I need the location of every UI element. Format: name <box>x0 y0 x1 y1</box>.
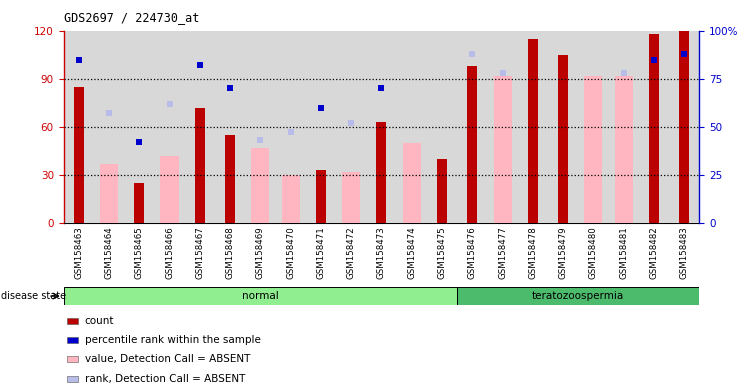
Bar <box>225 135 235 223</box>
Bar <box>669 31 699 223</box>
Bar <box>336 31 367 223</box>
Text: GSM158476: GSM158476 <box>468 226 476 279</box>
Bar <box>67 376 79 382</box>
Bar <box>679 31 689 223</box>
Bar <box>376 122 387 223</box>
Bar <box>518 31 548 223</box>
Bar <box>584 76 602 223</box>
Text: count: count <box>85 316 114 326</box>
Bar <box>609 31 639 223</box>
Bar <box>185 31 215 223</box>
Bar <box>74 87 84 223</box>
Bar <box>67 356 79 362</box>
Bar <box>306 31 336 223</box>
Bar <box>100 164 118 223</box>
Bar <box>275 31 306 223</box>
Bar <box>367 31 396 223</box>
Bar <box>342 172 361 223</box>
Text: disease state: disease state <box>1 291 66 301</box>
Bar <box>64 287 457 305</box>
Text: normal: normal <box>242 291 279 301</box>
Text: GSM158468: GSM158468 <box>226 226 235 279</box>
Bar <box>528 39 538 223</box>
Text: GSM158483: GSM158483 <box>680 226 689 279</box>
Text: percentile rank within the sample: percentile rank within the sample <box>85 335 260 345</box>
Text: GSM158478: GSM158478 <box>528 226 537 279</box>
Text: GSM158465: GSM158465 <box>135 226 144 279</box>
Bar <box>615 76 633 223</box>
Text: GSM158464: GSM158464 <box>105 226 114 279</box>
Text: GSM158480: GSM158480 <box>589 226 598 279</box>
Bar <box>457 287 699 305</box>
Text: GSM158471: GSM158471 <box>316 226 325 279</box>
Text: GSM158466: GSM158466 <box>165 226 174 279</box>
Bar <box>124 31 154 223</box>
Bar <box>64 31 94 223</box>
Bar <box>135 183 144 223</box>
Bar <box>649 34 659 223</box>
Bar <box>281 175 300 223</box>
Bar <box>494 76 512 223</box>
Bar <box>396 31 427 223</box>
Bar <box>639 31 669 223</box>
Bar <box>67 318 79 324</box>
Bar <box>245 31 275 223</box>
Bar <box>402 143 421 223</box>
Text: GSM158482: GSM158482 <box>649 226 658 279</box>
Bar <box>194 108 205 223</box>
Text: GSM158472: GSM158472 <box>347 226 356 279</box>
Bar <box>427 31 457 223</box>
Bar <box>251 147 269 223</box>
Text: value, Detection Call = ABSENT: value, Detection Call = ABSENT <box>85 354 250 364</box>
Bar <box>578 31 609 223</box>
Bar <box>437 159 447 223</box>
Text: GSM158477: GSM158477 <box>498 226 507 279</box>
Text: GSM158470: GSM158470 <box>286 226 295 279</box>
Text: GSM158481: GSM158481 <box>619 226 628 279</box>
Bar <box>316 170 326 223</box>
Bar <box>161 156 179 223</box>
Text: GDS2697 / 224730_at: GDS2697 / 224730_at <box>64 12 199 25</box>
Bar <box>154 31 185 223</box>
Text: GSM158479: GSM158479 <box>559 226 568 278</box>
Text: rank, Detection Call = ABSENT: rank, Detection Call = ABSENT <box>85 374 245 384</box>
Bar <box>548 31 578 223</box>
Text: GSM158473: GSM158473 <box>377 226 386 279</box>
Text: GSM158474: GSM158474 <box>407 226 416 279</box>
Bar <box>457 31 488 223</box>
Text: GSM158463: GSM158463 <box>74 226 83 279</box>
Bar <box>94 31 124 223</box>
Bar <box>67 337 79 343</box>
Bar <box>215 31 245 223</box>
Text: GSM158467: GSM158467 <box>195 226 204 279</box>
Text: teratozoospermia: teratozoospermia <box>532 291 625 301</box>
Text: GSM158475: GSM158475 <box>438 226 447 279</box>
Bar <box>488 31 518 223</box>
Bar <box>558 55 568 223</box>
Text: GSM158469: GSM158469 <box>256 226 265 278</box>
Bar <box>468 66 477 223</box>
